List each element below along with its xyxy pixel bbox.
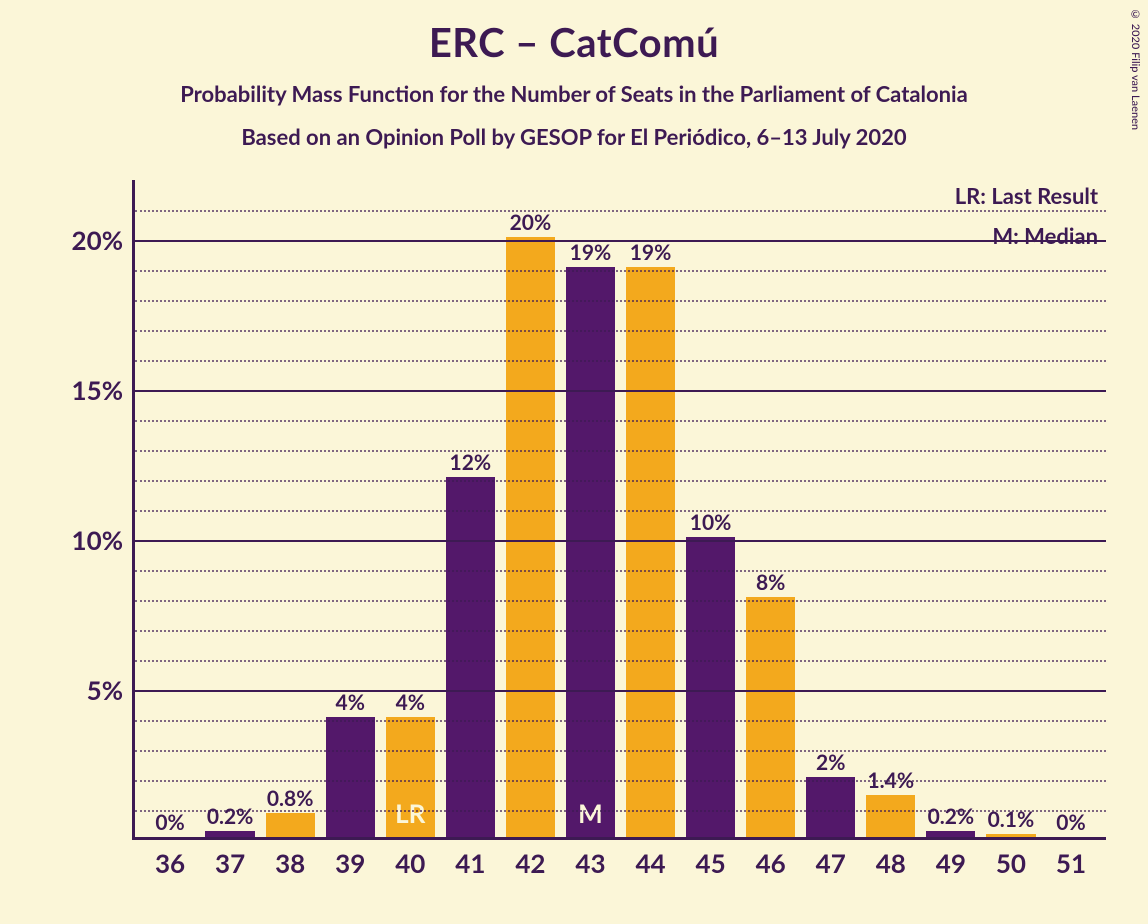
chart-subtitle-2: Based on an Opinion Poll by GESOP for El… — [0, 123, 1148, 150]
gridline-minor — [135, 750, 1106, 752]
x-tick-label: 49 — [936, 847, 966, 879]
bar: 0.2% — [926, 831, 975, 837]
bar-slot: 0.2%37 — [200, 180, 260, 837]
bar: 0.2% — [205, 831, 254, 837]
bar-value-label: 10% — [690, 510, 732, 537]
bar-slot: 4%39 — [320, 180, 380, 837]
bars-container: 0%360.2%370.8%384%394%LR4012%4120%4219%M… — [135, 180, 1106, 837]
x-tick-label: 47 — [816, 847, 846, 879]
bar-slot: 1.4%48 — [861, 180, 921, 837]
gridline-minor — [135, 810, 1106, 812]
median-marker: M — [578, 797, 603, 837]
chart-title: ERC – CatComú — [0, 0, 1148, 66]
x-tick-label: 44 — [635, 847, 665, 879]
y-tick-label: 20% — [72, 224, 123, 256]
y-tick-label: 10% — [72, 524, 123, 556]
x-tick-label: 39 — [335, 847, 365, 879]
x-tick-label: 37 — [215, 847, 245, 879]
gridline-minor — [135, 300, 1106, 302]
gridline-minor — [135, 510, 1106, 512]
x-tick-label: 45 — [696, 847, 726, 879]
gridline-minor — [135, 720, 1106, 722]
bar-slot: 12%41 — [440, 180, 500, 837]
bar-value-label: 12% — [450, 450, 492, 477]
bar-value-label: 0% — [155, 810, 184, 837]
bar: 0.1% — [986, 834, 1035, 837]
gridline-minor — [135, 210, 1106, 212]
bar-slot: 2%47 — [801, 180, 861, 837]
bar-slot: 0.1%50 — [981, 180, 1041, 837]
bar-value-label: 19% — [570, 240, 612, 267]
gridline-minor — [135, 480, 1106, 482]
bar-slot: 19%44 — [621, 180, 681, 837]
x-tick-label: 46 — [756, 847, 786, 879]
bar: 10% — [686, 537, 735, 837]
copyright-text: © 2020 Filip van Laenen — [1129, 8, 1142, 130]
x-tick-label: 42 — [515, 847, 545, 879]
bar: 0.8% — [266, 813, 315, 837]
bar-slot: 0.8%38 — [260, 180, 320, 837]
y-tick-label: 15% — [72, 374, 123, 406]
bar-value-label: 2% — [816, 750, 845, 777]
bar-value-label: 4% — [336, 690, 365, 717]
bar: 8% — [746, 597, 795, 837]
bar-value-label: 0.2% — [207, 804, 254, 831]
bar: 2% — [806, 777, 855, 837]
bar-value-label: 8% — [756, 570, 785, 597]
x-tick-label: 38 — [275, 847, 305, 879]
bar: 4%LR — [386, 717, 435, 837]
bar-slot: 10%45 — [681, 180, 741, 837]
x-tick-label: 41 — [455, 847, 485, 879]
gridline-minor — [135, 570, 1106, 572]
gridline-major — [135, 390, 1106, 392]
gridline-minor — [135, 360, 1106, 362]
x-tick-label: 50 — [996, 847, 1026, 879]
gridline-major — [135, 690, 1106, 692]
bar-value-label: 0% — [1056, 810, 1085, 837]
gridline-minor — [135, 270, 1106, 272]
bar-slot: 19%M43 — [560, 180, 620, 837]
last-result-marker: LR — [395, 797, 425, 837]
gridline-minor — [135, 660, 1106, 662]
bar: 4% — [326, 717, 375, 837]
x-tick-label: 48 — [876, 847, 906, 879]
bar-slot: 8%46 — [741, 180, 801, 837]
gridline-minor — [135, 630, 1106, 632]
gridline-minor — [135, 450, 1106, 452]
gridline-minor — [135, 420, 1106, 422]
bar-value-label: 20% — [510, 210, 552, 237]
x-tick-label: 43 — [575, 847, 605, 879]
y-tick-label: 5% — [87, 674, 123, 706]
gridline-minor — [135, 330, 1106, 332]
x-tick-label: 40 — [395, 847, 425, 879]
bar: 12% — [446, 477, 495, 837]
chart-container: LR: Last Result M: Median 0%360.2%370.8%… — [48, 180, 1108, 900]
gridline-major — [135, 540, 1106, 542]
x-tick-label: 51 — [1056, 847, 1086, 879]
x-tick-label: 36 — [155, 847, 185, 879]
plot-area: LR: Last Result M: Median 0%360.2%370.8%… — [132, 180, 1106, 840]
bar-slot: 0%51 — [1041, 180, 1101, 837]
bar-value-label: 19% — [630, 240, 672, 267]
bar-slot: 0%36 — [140, 180, 200, 837]
bar: 20% — [506, 237, 555, 837]
bar-slot: 20%42 — [500, 180, 560, 837]
chart-subtitle-1: Probability Mass Function for the Number… — [0, 80, 1148, 107]
gridline-minor — [135, 780, 1106, 782]
bar: 1.4% — [866, 795, 915, 837]
bar-value-label: 4% — [396, 690, 425, 717]
gridline-minor — [135, 600, 1106, 602]
gridline-major — [135, 240, 1106, 242]
bar-slot: 0.2%49 — [921, 180, 981, 837]
bar-value-label: 0.2% — [928, 804, 975, 831]
bar-slot: 4%LR40 — [380, 180, 440, 837]
bar-value-label: 0.8% — [267, 786, 314, 813]
